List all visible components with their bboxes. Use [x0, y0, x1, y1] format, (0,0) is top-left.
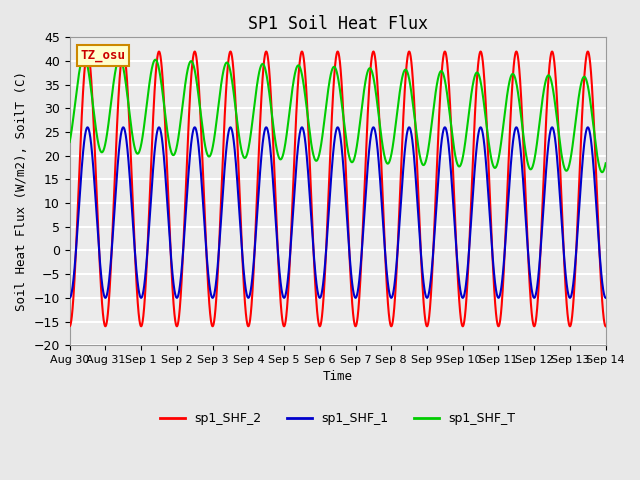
Text: TZ_osu: TZ_osu: [81, 49, 125, 62]
Legend: sp1_SHF_2, sp1_SHF_1, sp1_SHF_T: sp1_SHF_2, sp1_SHF_1, sp1_SHF_T: [154, 407, 521, 430]
Title: SP1 Soil Heat Flux: SP1 Soil Heat Flux: [248, 15, 428, 33]
X-axis label: Time: Time: [323, 371, 353, 384]
Y-axis label: Soil Heat Flux (W/m2), SoilT (C): Soil Heat Flux (W/m2), SoilT (C): [15, 71, 28, 311]
